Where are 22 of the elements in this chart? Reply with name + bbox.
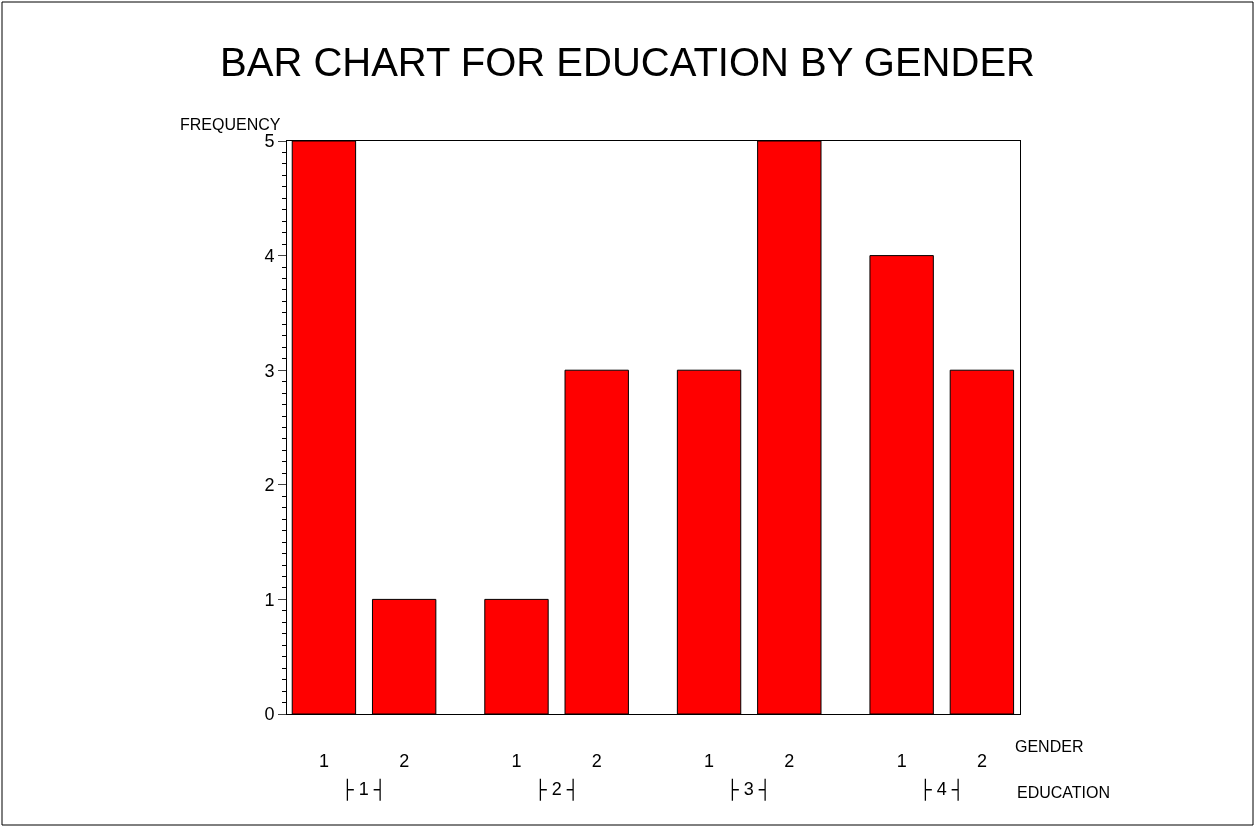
y-tick-label: 1 <box>264 589 275 610</box>
x-tick-label: 2 <box>399 750 410 771</box>
x-tick-label: 2 <box>976 750 987 771</box>
chart-title: BAR CHART FOR EDUCATION BY GENDER <box>220 40 1035 84</box>
x-axis-title: GENDER <box>1015 738 1084 755</box>
text: ├ 4 ┤ <box>919 778 965 801</box>
text: ├ 2 ┤ <box>534 778 580 801</box>
y-tick-label: 4 <box>264 245 275 266</box>
y-axis-title: FREQUENCY <box>180 116 281 133</box>
y-tick-label: 2 <box>264 475 275 496</box>
x-tick-label: 1 <box>318 750 329 771</box>
text: EDUCATION <box>1017 784 1111 801</box>
y-tick-label: 5 <box>264 131 275 152</box>
x-tick-label: 1 <box>704 750 715 771</box>
x-tick-label: 1 <box>896 750 907 771</box>
y-tick-label: 0 <box>264 704 275 725</box>
x-tick-label: 2 <box>784 750 795 771</box>
x-tick-label: 2 <box>591 750 602 771</box>
x-tick-label: 1 <box>511 750 522 771</box>
y-tick-label: 3 <box>264 360 275 381</box>
text: ├ 3 ┤ <box>726 778 772 801</box>
text: ├ 1 ┤ <box>341 778 387 801</box>
